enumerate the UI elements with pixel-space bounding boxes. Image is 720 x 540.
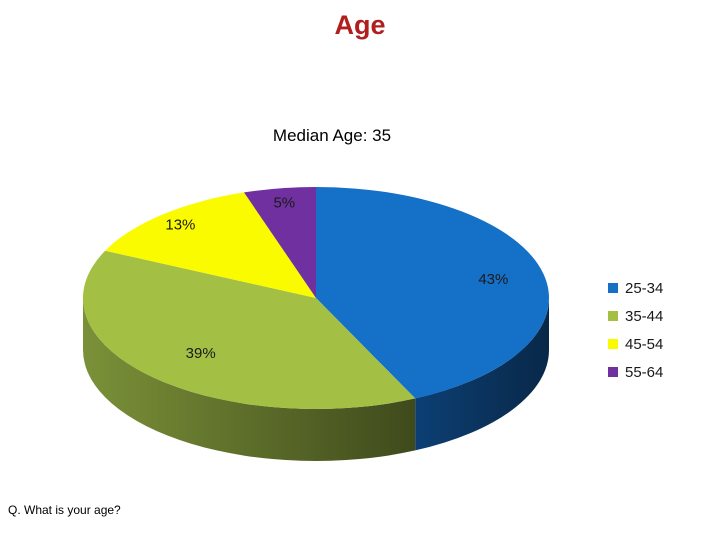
legend-label-35-44: 35-44 — [625, 308, 663, 325]
chart-title: Age — [334, 10, 386, 40]
pie-slices — [83, 187, 549, 409]
slice-label-35-44: 39% — [186, 345, 216, 362]
slice-label-25-34: 43% — [478, 271, 508, 288]
legend-swatch-35-44 — [608, 311, 618, 321]
legend-swatch-25-34 — [608, 283, 618, 293]
slice-labels: 43% 39% 13% 5% — [165, 195, 508, 362]
slice-25-34 — [316, 187, 549, 399]
pie-depth — [83, 298, 549, 461]
slice-label-55-64: 5% — [273, 195, 295, 212]
slice-55-64 — [243, 187, 316, 298]
legend-label-45-54: 45-54 — [625, 336, 663, 353]
slice-side-25-34 — [415, 298, 549, 451]
legend-swatch-45-54 — [608, 339, 618, 349]
question-footnote: Q. What is your age? — [8, 503, 121, 517]
legend-label-55-64: 55-64 — [625, 364, 663, 381]
legend-swatch-55-64 — [608, 367, 618, 377]
slice-label-45-54: 13% — [165, 217, 195, 234]
slice-side-35-44 — [83, 298, 416, 461]
legend: 25-34 35-44 45-54 55-64 — [608, 280, 663, 381]
legend-label-25-34: 25-34 — [625, 280, 663, 297]
median-age-caption: Median Age: 35 — [272, 126, 392, 145]
slice-45-54 — [105, 192, 317, 298]
slice-35-44 — [83, 250, 416, 409]
